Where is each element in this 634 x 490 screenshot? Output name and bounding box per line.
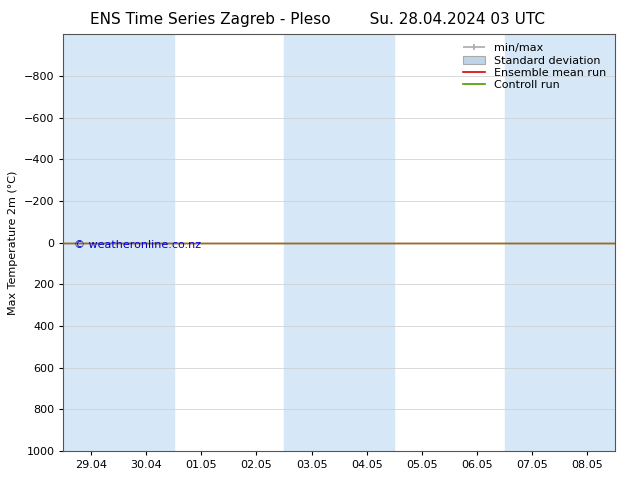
Y-axis label: Max Temperature 2m (°C): Max Temperature 2m (°C) [8, 171, 18, 315]
Bar [284, 34, 339, 451]
Bar [339, 34, 394, 451]
Legend: min/max, Standard deviation, Ensemble mean run, Controll run: min/max, Standard deviation, Ensemble me… [460, 40, 609, 94]
Bar [505, 34, 560, 451]
Text: © weatheronline.co.nz: © weatheronline.co.nz [74, 241, 202, 250]
Bar [119, 34, 174, 451]
Text: ENS Time Series Zagreb - Pleso        Su. 28.04.2024 03 UTC: ENS Time Series Zagreb - Pleso Su. 28.04… [89, 12, 545, 27]
Bar [63, 34, 119, 451]
Bar [560, 34, 615, 451]
